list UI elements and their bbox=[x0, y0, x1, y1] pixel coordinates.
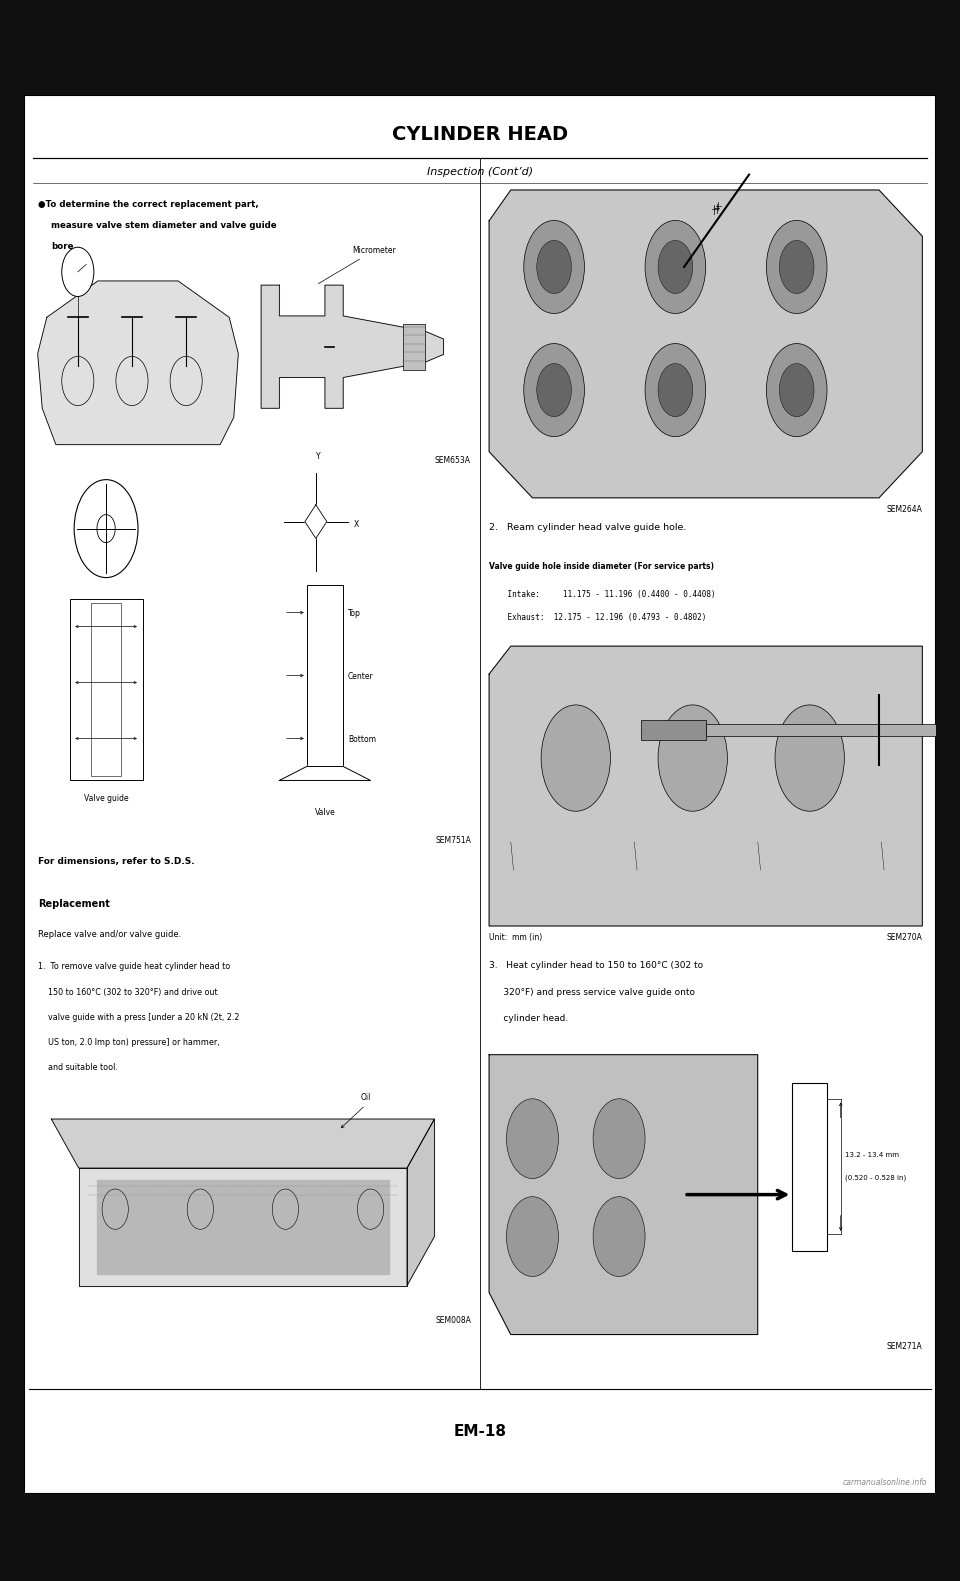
Text: Replace valve and/or valve guide.: Replace valve and/or valve guide. bbox=[37, 930, 180, 939]
Circle shape bbox=[766, 343, 827, 436]
Circle shape bbox=[507, 1197, 559, 1276]
Circle shape bbox=[658, 364, 693, 417]
Text: SEM653A: SEM653A bbox=[435, 455, 471, 465]
Polygon shape bbox=[37, 281, 238, 444]
Circle shape bbox=[658, 240, 693, 294]
Bar bbox=[91, 602, 121, 776]
Circle shape bbox=[537, 240, 571, 294]
Text: SEM271A: SEM271A bbox=[887, 1342, 923, 1350]
Text: Top: Top bbox=[348, 609, 361, 618]
Text: 13.2 - 13.4 mm: 13.2 - 13.4 mm bbox=[845, 1153, 900, 1159]
Circle shape bbox=[61, 247, 94, 297]
Circle shape bbox=[766, 220, 827, 313]
Circle shape bbox=[780, 364, 814, 417]
Text: 150 to 160°C (302 to 320°F) and drive out: 150 to 160°C (302 to 320°F) and drive ou… bbox=[37, 988, 217, 996]
Circle shape bbox=[593, 1099, 645, 1178]
Polygon shape bbox=[490, 647, 923, 926]
Text: SEM751A: SEM751A bbox=[435, 836, 471, 846]
Polygon shape bbox=[490, 1055, 757, 1334]
Text: Inspection (Cont’d): Inspection (Cont’d) bbox=[427, 168, 533, 177]
Text: Valve: Valve bbox=[315, 808, 335, 817]
Text: Y: Y bbox=[316, 452, 321, 460]
Text: US ton, 2.0 Imp ton) pressure] or hammer,: US ton, 2.0 Imp ton) pressure] or hammer… bbox=[37, 1037, 219, 1047]
Text: Micrometer: Micrometer bbox=[318, 247, 396, 283]
Text: EM-18: EM-18 bbox=[453, 1423, 507, 1439]
Text: Center: Center bbox=[348, 672, 373, 681]
Polygon shape bbox=[407, 1119, 434, 1285]
Circle shape bbox=[645, 220, 706, 313]
Text: SEM270A: SEM270A bbox=[886, 933, 923, 942]
Bar bbox=[640, 721, 706, 740]
Circle shape bbox=[775, 705, 845, 811]
Polygon shape bbox=[305, 504, 326, 539]
Text: Oil: Oil bbox=[360, 1094, 371, 1102]
Text: X: X bbox=[354, 520, 359, 530]
Circle shape bbox=[524, 220, 585, 313]
Text: cylinder head.: cylinder head. bbox=[490, 1013, 568, 1023]
Text: Replacement: Replacement bbox=[37, 900, 109, 909]
Text: Valve guide hole inside diameter (For service parts): Valve guide hole inside diameter (For se… bbox=[490, 563, 714, 571]
Text: Valve guide: Valve guide bbox=[84, 794, 129, 803]
Text: 2.   Ream cylinder head valve guide hole.: 2. Ream cylinder head valve guide hole. bbox=[490, 523, 686, 533]
Text: 1.  To remove valve guide heat cylinder head to: 1. To remove valve guide heat cylinder h… bbox=[37, 963, 230, 971]
Text: 3.   Heat cylinder head to 150 to 160°C (302 to: 3. Heat cylinder head to 150 to 160°C (3… bbox=[490, 961, 704, 971]
Bar bbox=[403, 324, 425, 370]
Text: bore.: bore. bbox=[52, 242, 77, 251]
Circle shape bbox=[658, 705, 728, 811]
Polygon shape bbox=[52, 1119, 434, 1168]
Text: CYLINDER HEAD: CYLINDER HEAD bbox=[392, 125, 568, 144]
Circle shape bbox=[524, 343, 585, 436]
Polygon shape bbox=[261, 285, 444, 408]
Text: Unit:  mm (in): Unit: mm (in) bbox=[490, 933, 542, 942]
Bar bbox=[307, 585, 344, 767]
Circle shape bbox=[593, 1197, 645, 1276]
Circle shape bbox=[780, 240, 814, 294]
Polygon shape bbox=[79, 1168, 407, 1285]
Text: measure valve stem diameter and valve guide: measure valve stem diameter and valve gu… bbox=[52, 221, 277, 229]
Circle shape bbox=[507, 1099, 559, 1178]
Text: ●To determine the correct replacement part,: ●To determine the correct replacement pa… bbox=[37, 199, 258, 209]
Text: (0.520 - 0.528 in): (0.520 - 0.528 in) bbox=[845, 1175, 906, 1181]
Polygon shape bbox=[490, 190, 923, 498]
Text: Bottom: Bottom bbox=[348, 735, 375, 745]
Text: and suitable tool.: and suitable tool. bbox=[37, 1062, 117, 1072]
Text: SEM008A: SEM008A bbox=[435, 1317, 471, 1325]
Text: valve guide with a press [under a 20 kN (2t, 2.2: valve guide with a press [under a 20 kN … bbox=[37, 1013, 239, 1021]
Text: Exhaust:  12.175 - 12.196 (0.4793 - 0.4802): Exhaust: 12.175 - 12.196 (0.4793 - 0.480… bbox=[490, 612, 707, 621]
Bar bbox=[70, 599, 142, 781]
Text: Intake:     11.175 - 11.196 (0.4400 - 0.4408): Intake: 11.175 - 11.196 (0.4400 - 0.4408… bbox=[490, 590, 716, 599]
Bar bbox=[706, 724, 944, 735]
Circle shape bbox=[645, 343, 706, 436]
Polygon shape bbox=[279, 767, 371, 781]
Circle shape bbox=[541, 705, 611, 811]
Text: 320°F) and press service valve guide onto: 320°F) and press service valve guide ont… bbox=[490, 988, 695, 996]
Text: For dimensions, refer to S.D.S.: For dimensions, refer to S.D.S. bbox=[37, 857, 194, 866]
Text: SEM264A: SEM264A bbox=[886, 504, 923, 514]
Circle shape bbox=[537, 364, 571, 417]
Polygon shape bbox=[97, 1179, 389, 1274]
Text: carmanualsonline.info: carmanualsonline.info bbox=[842, 1478, 927, 1488]
Bar bbox=[792, 1083, 827, 1251]
